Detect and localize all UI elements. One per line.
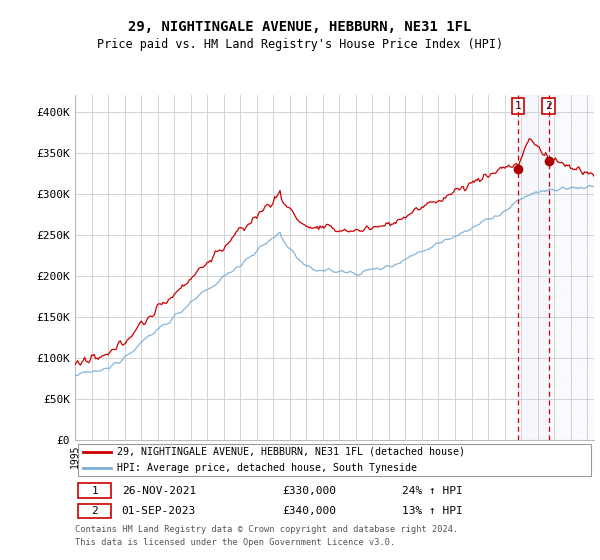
Text: £340,000: £340,000	[283, 506, 337, 516]
Text: 2: 2	[91, 506, 98, 516]
Text: 26-NOV-2021: 26-NOV-2021	[122, 486, 196, 496]
Text: 1: 1	[515, 101, 522, 111]
FancyBboxPatch shape	[77, 483, 112, 498]
Text: This data is licensed under the Open Government Licence v3.0.: This data is licensed under the Open Gov…	[75, 538, 395, 547]
Text: 13% ↑ HPI: 13% ↑ HPI	[402, 506, 463, 516]
Bar	[548, 95, 594, 440]
Bar	[518, 95, 548, 440]
Text: 2: 2	[545, 101, 552, 111]
Text: 24% ↑ HPI: 24% ↑ HPI	[402, 486, 463, 496]
Text: 01-SEP-2023: 01-SEP-2023	[122, 506, 196, 516]
Text: Contains HM Land Registry data © Crown copyright and database right 2024.: Contains HM Land Registry data © Crown c…	[75, 525, 458, 534]
Text: 29, NIGHTINGALE AVENUE, HEBBURN, NE31 1FL: 29, NIGHTINGALE AVENUE, HEBBURN, NE31 1F…	[128, 20, 472, 34]
FancyBboxPatch shape	[77, 503, 112, 518]
Text: 1: 1	[91, 486, 98, 496]
FancyBboxPatch shape	[77, 444, 592, 476]
Text: £330,000: £330,000	[283, 486, 337, 496]
Text: 29, NIGHTINGALE AVENUE, HEBBURN, NE31 1FL (detached house): 29, NIGHTINGALE AVENUE, HEBBURN, NE31 1F…	[116, 447, 464, 457]
Text: Price paid vs. HM Land Registry's House Price Index (HPI): Price paid vs. HM Land Registry's House …	[97, 38, 503, 51]
Text: HPI: Average price, detached house, South Tyneside: HPI: Average price, detached house, Sout…	[116, 463, 416, 473]
